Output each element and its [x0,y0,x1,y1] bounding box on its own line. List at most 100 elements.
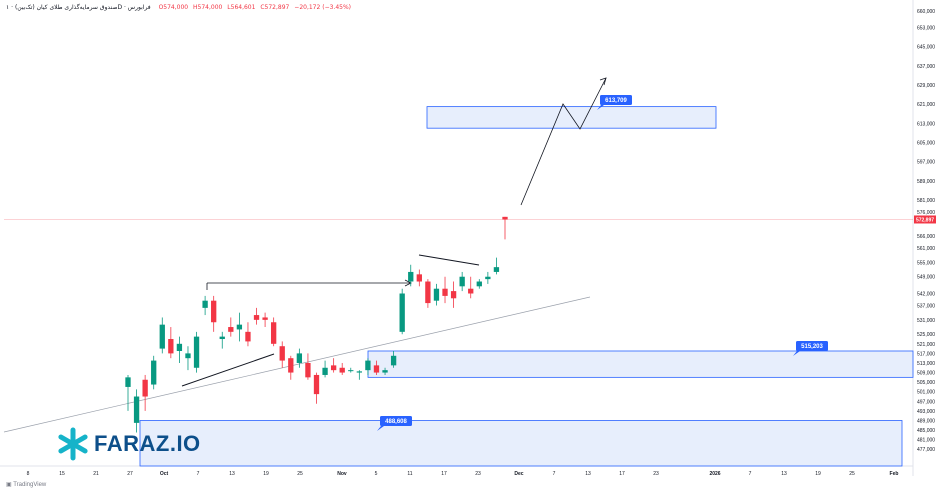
price-tick-label: 497,000 [917,399,935,405]
time-tick-label: 7 [553,471,556,477]
time-tick-label: 25 [297,471,303,477]
candle-body [176,343,183,351]
time-tick-label: 13 [585,471,591,477]
target-zone [426,106,717,129]
candle-body [493,267,500,272]
lower-zone [139,420,903,467]
price-tick-label: 531,000 [917,318,935,324]
price-tick-label: 485,000 [917,428,935,434]
support-zone [367,350,914,378]
tradingview-attribution[interactable]: ▣ TradingView [6,482,47,488]
time-tick-label: 7 [197,471,200,477]
time-tick-label: 19 [263,471,269,477]
time-tick-label: 13 [229,471,235,477]
candle-body [322,367,328,375]
time-tick-label: 19 [815,471,821,477]
time-tick-label: 17 [441,471,447,477]
price-tick-label: 513,000 [917,361,935,367]
candle-body [142,379,148,397]
price-tick-label: 581,000 [917,198,935,204]
change-value: −20,172 (−3.45%) [294,4,351,11]
target-zone-label: 613,709 [605,98,627,104]
time-tick-label: 7 [749,471,752,477]
candle-body [279,346,285,361]
tradingview-logo-icon: ▣ [6,482,14,488]
price-tick-label: 542,000 [917,292,935,298]
lower-zone-label-box [380,416,412,426]
candle-body [390,355,397,366]
candle-body [485,276,491,280]
candle-body [382,370,388,373]
projection-path [520,77,607,206]
symbol-title[interactable]: صندوق سرمایه‌گذاری طلای کیان (تک‌بین) · … [6,4,151,11]
price-tick-label: 555,000 [917,260,935,266]
candle-body [356,371,362,373]
candle-body [442,288,448,296]
candle-body [330,365,337,371]
candle-body [151,360,157,385]
trend-line-short [181,353,275,387]
time-tick-label: 13 [781,471,787,477]
candle-body [502,216,508,220]
price-tick-label: 509,000 [917,371,935,377]
time-tick-label: 11 [407,471,412,477]
candle-body [271,322,277,344]
price-tick-label: 521,000 [917,342,935,348]
candle-body [228,327,234,332]
price-tick-label: 605,000 [917,141,935,147]
price-axis[interactable]: 660,000 653,000 645,000 637,000 629,000 621,0… [917,9,935,453]
candle-body [288,358,294,373]
time-tick-label: 17 [619,471,625,477]
close-value: C572,897 [260,4,290,11]
time-tick-label: 5 [375,471,378,477]
low-value: L564,601 [227,4,256,11]
time-tick-label: 25 [849,471,855,477]
candle-body [313,374,320,395]
candle-body [450,291,457,299]
candle-body [373,365,380,373]
time-tick-label: Nov [337,471,347,477]
price-tick-label: 613,000 [917,121,935,127]
candle-body [193,336,200,368]
candle-body [202,300,208,308]
candle-body [245,331,251,342]
price-tick-label: 653,000 [917,26,935,32]
price-tick-label: 505,000 [917,380,935,386]
price-tick-label: 501,000 [917,390,935,396]
candle-body [159,324,165,349]
price-tick-label: 537,000 [917,303,935,309]
chart-legend: صندوق سرمایه‌گذاری طلای کیان (تک‌بین) · … [6,4,351,11]
target-zone-label-pointer [597,105,604,110]
price-tick-label: 566,000 [917,234,935,240]
candle-body [296,353,303,363]
price-tick-label: 525,000 [917,332,935,338]
chart-candles [125,216,508,433]
watermark-text: FARAZ.IO [94,431,201,456]
candle-body [365,360,371,371]
chart-zones[interactable] [139,106,914,467]
candle-body [416,274,422,282]
lower-zone-label-pointer [377,426,384,431]
lower-zone-label: 488,608 [385,419,407,425]
time-tick-label: 15 [59,471,65,477]
candle-body [253,315,260,320]
high-value: H574,000 [193,4,223,11]
target-zone-label-box [600,95,632,105]
chart-labels: 613,709 515,203 488,608 572,897 [377,95,936,431]
price-tick-label: 561,000 [917,246,935,252]
time-tick-label: 23 [475,471,481,477]
chart-drawings[interactable] [3,77,607,433]
time-axis[interactable]: 8 15 21 27 Oct 7 13 19 25 Nov 5 11 17 23 Dec 7 13 17 23 202… [27,471,899,477]
price-tick-label: 493,000 [917,409,935,415]
price-tick-label: 597,000 [917,160,935,166]
flag-top-line [418,254,480,266]
price-tick-label: 481,000 [917,438,935,444]
price-tick-label: 629,000 [917,83,935,89]
candle-body [348,370,354,372]
candle-body [211,300,217,323]
price-tick-label: 621,000 [917,102,935,108]
price-tick-label: 517,000 [917,351,935,357]
price-tick-label: 576,000 [917,210,935,216]
candle-body [476,281,482,287]
